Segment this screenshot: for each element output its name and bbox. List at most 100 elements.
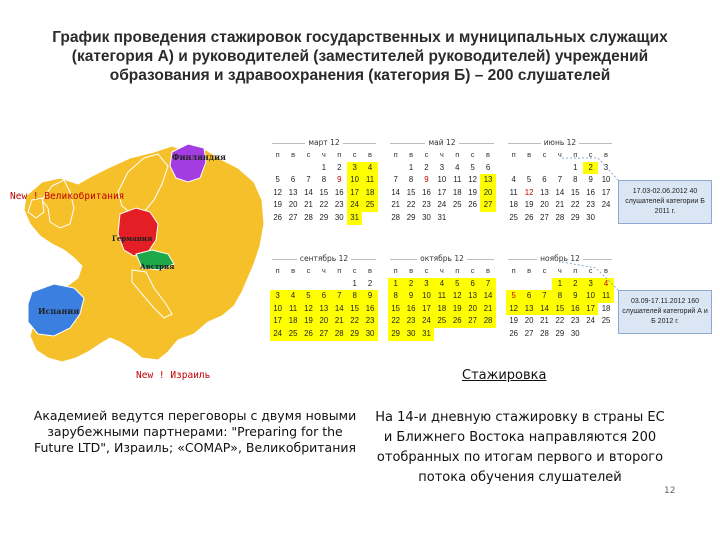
calendar-day: 18	[285, 315, 301, 328]
calendar-day: 16	[403, 302, 419, 316]
calendar-day: 28	[304, 212, 313, 222]
calendar-day: 15	[319, 187, 329, 197]
calendar-day: 10	[601, 175, 611, 185]
calendar-day: 10	[346, 174, 363, 187]
weekday-header: в	[604, 266, 609, 275]
europe-map: Финляндия Германия Австрия Испания	[8, 138, 266, 368]
calendar-day: 6	[542, 175, 547, 185]
calendar-day	[465, 212, 480, 225]
calendar-day: 18	[509, 200, 519, 210]
weekday-header: п	[573, 150, 578, 159]
calendar-day: 30	[570, 328, 580, 338]
weekday-header: п	[511, 150, 516, 159]
calendar-month-header: март 12	[270, 138, 378, 149]
calendar-day: 21	[480, 302, 496, 316]
calendar-day: 14	[480, 290, 496, 303]
weekday-header: ч	[439, 150, 444, 159]
map-label-finland: Финляндия	[172, 152, 226, 162]
calendar-day: 13	[540, 187, 549, 197]
calendar-day: 22	[346, 315, 363, 328]
calendar-day: 3	[346, 161, 363, 175]
calendar-day: 11	[434, 290, 450, 303]
weekday-header: с	[424, 266, 429, 275]
calendar-day: 18	[434, 302, 450, 316]
calendar-day	[285, 162, 300, 175]
map-label-austria: Австрия	[140, 262, 175, 271]
calendar-day: 5	[275, 175, 280, 185]
calendar-day: 24	[586, 316, 595, 326]
calendar-day	[301, 278, 316, 291]
calendar-day	[301, 162, 316, 175]
weekday-header: п	[337, 150, 342, 159]
calendar-grid: март 12 п в с ч п с в 1 2 3 4 5 6 7 8 9 10 11 12 13 14 15 16 17 1…	[266, 138, 614, 358]
note-first-stream: 17.03-02.06.2012 40 слушателей категории…	[618, 180, 712, 224]
calendar-day: 10	[418, 290, 435, 303]
calendar-day: 8	[388, 290, 404, 303]
calendar-day: 26	[449, 315, 465, 328]
calendar-day: 19	[300, 315, 317, 328]
calendar-day: 25	[285, 327, 301, 341]
calendar-day: 8	[552, 290, 568, 303]
calendar-day: 25	[509, 212, 519, 222]
calendar-day: 21	[391, 200, 401, 210]
calendar-day: 8	[573, 175, 578, 185]
calendar-day: 9	[588, 175, 593, 185]
calendar-day: 4	[434, 277, 450, 291]
calendar-day: 20	[316, 315, 332, 328]
calendar-day: 2	[582, 161, 599, 175]
calendar-day: 21	[540, 316, 549, 326]
weekday-header: ч	[557, 150, 562, 159]
calendar-day: 23	[422, 200, 431, 210]
weekday-header: п	[393, 266, 398, 275]
calendar-day	[521, 162, 536, 175]
calendar-day: 31	[418, 327, 435, 341]
calendar-day: 17	[437, 187, 447, 197]
weekday-header: п	[511, 266, 516, 275]
calendar-month-name: октябрь 12	[388, 254, 496, 263]
calendar-day: 1	[552, 277, 568, 291]
calendar-day: 22	[406, 200, 416, 210]
weekday-header: в	[486, 266, 491, 275]
calendar-day: 23	[362, 315, 378, 328]
calendar-day: 9	[337, 175, 342, 185]
calendar-day: 6	[316, 290, 332, 303]
weekday-header: в	[527, 266, 532, 275]
page-number: 12	[664, 486, 676, 496]
calendar-day: 25	[362, 199, 378, 212]
calendar-day: 17	[601, 187, 611, 197]
calendar-day: 9	[424, 175, 429, 185]
calendar-day: 16	[567, 302, 583, 316]
weekday-header: с	[352, 266, 357, 275]
calendar-day: 6	[464, 277, 481, 291]
calendar-day: 15	[552, 302, 568, 316]
calendar-day: 17	[582, 302, 599, 316]
calendar-days: п в с ч п с в 1 2 3 4 5 6 7 8 9 10 11 12 13 14 15 16 17 18 19 20 21…	[506, 265, 614, 341]
calendar-month: март 12 п в с ч п с в 1 2 3 4 5 6 7 8 9 10 11 12 13 14 15 16 17 1…	[270, 138, 378, 236]
calendar-day: 10	[437, 175, 447, 185]
calendar-day: 30	[362, 327, 378, 341]
calendar-day: 13	[316, 302, 332, 316]
calendar-month-header: ноябрь 12	[506, 254, 614, 265]
weekday-header: в	[291, 266, 296, 275]
calendar-day: 21	[555, 200, 565, 210]
calendar-day: 4	[455, 162, 460, 172]
calendar-day: 28	[555, 212, 565, 222]
calendar-day: 12	[468, 175, 477, 185]
calendar-day: 3	[582, 277, 599, 291]
calendar-day: 26	[524, 212, 534, 222]
weekday-header: ч	[321, 150, 326, 159]
calendar-day	[450, 212, 465, 225]
calendar-day: 2	[367, 278, 373, 288]
calendar-month-header: сентябрь 12	[270, 254, 378, 265]
calendar-day: 18	[601, 303, 611, 313]
calendar-day	[388, 162, 403, 175]
calendar-day	[465, 328, 480, 341]
calendar-day: 14	[391, 187, 401, 197]
weekday-header: ч	[439, 266, 444, 275]
calendar-day: 29	[346, 327, 363, 341]
calendar-day: 29	[570, 212, 580, 222]
calendar-day: 24	[601, 200, 611, 210]
weekday-header: п	[573, 266, 578, 275]
map-label-germany: Германия	[112, 234, 153, 243]
calendar-month-header: октябрь 12	[388, 254, 496, 265]
